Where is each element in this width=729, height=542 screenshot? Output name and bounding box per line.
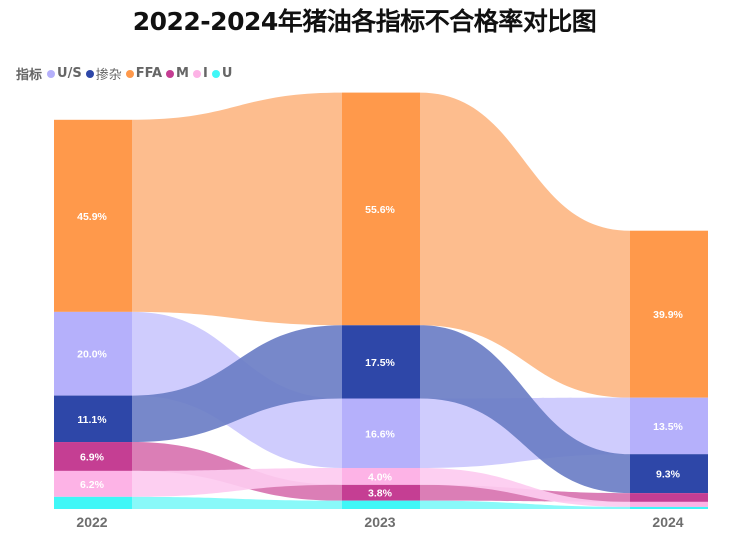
flow-ribbon [132, 92, 342, 326]
x-axis: 2022 2023 2024 [76, 514, 683, 530]
legend-item-i[interactable]: I [192, 66, 208, 81]
bar-segment[interactable] [630, 506, 708, 509]
legend-item-us[interactable]: U/S [47, 66, 82, 81]
data-label: 16.6% [365, 428, 395, 440]
legend-label: M [176, 66, 189, 81]
bar-segment[interactable] [342, 398, 420, 468]
flow-ribbon [132, 325, 342, 443]
chart-title: 2022-2024年猪油各指标不合格率对比图 [132, 7, 597, 36]
flow-ribbon [420, 92, 630, 398]
x-tick-label: 2024 [652, 514, 683, 530]
x-tick-label: 2023 [364, 514, 395, 530]
bar-segment[interactable] [630, 493, 708, 502]
legend-dot-icon [47, 69, 56, 78]
bar-segment[interactable] [630, 454, 708, 494]
flow-ribbon [132, 496, 342, 509]
legend-title: 指标 [16, 68, 43, 83]
bar-segment[interactable] [342, 500, 420, 509]
legend-item-u[interactable]: U [211, 66, 233, 81]
bar-segment[interactable] [54, 395, 132, 443]
legend-dot-icon [125, 69, 134, 78]
flow-ribbon [420, 500, 630, 509]
bar-segment[interactable] [342, 92, 420, 326]
legend-item-m[interactable]: M [166, 66, 189, 81]
bar-segment[interactable] [630, 230, 708, 398]
bar-segment[interactable] [54, 496, 132, 509]
data-label: 39.9% [653, 309, 683, 321]
flow-ribbon [420, 467, 630, 507]
data-label: 55.6% [365, 204, 395, 216]
legend: 指标 U/S 掺杂 FFA M I U [16, 64, 236, 83]
data-label: 3.8% [368, 488, 393, 500]
x-tick-label: 2022 [76, 514, 107, 530]
bar-segment[interactable] [630, 501, 708, 507]
data-label: 20.0% [77, 349, 107, 361]
data-label: 11.1% [77, 414, 107, 426]
legend-item-adulteration[interactable]: 掺杂 [85, 64, 122, 83]
data-label: 9.3% [656, 469, 681, 481]
legend-label: U [221, 66, 233, 81]
bar-segment[interactable] [630, 397, 708, 455]
data-label: 4.0% [368, 471, 393, 483]
bar-segment[interactable] [342, 325, 420, 399]
data-label: 6.9% [80, 451, 105, 463]
legend-dot-icon [85, 69, 94, 78]
data-label: 45.9% [77, 211, 107, 223]
legend-dot-icon [211, 69, 220, 78]
flow-layer [132, 92, 630, 509]
legend-dot-icon [166, 69, 175, 78]
bar-segment[interactable] [342, 484, 420, 501]
legend-label: FFA [135, 66, 163, 81]
legend-label: 掺杂 [95, 68, 122, 83]
bar-layer [54, 92, 708, 509]
legend-item-ffa[interactable]: FFA [125, 66, 163, 81]
bar-segment[interactable] [54, 470, 132, 497]
data-label: 17.5% [365, 357, 395, 369]
data-label: 6.2% [80, 479, 105, 491]
bar-segment[interactable] [342, 467, 420, 485]
data-label: 13.5% [653, 421, 683, 433]
flow-ribbon [132, 467, 342, 497]
bar-segment[interactable] [54, 311, 132, 396]
bar-segment[interactable] [54, 442, 132, 471]
legend-label: I [202, 66, 208, 81]
flow-ribbon [420, 325, 630, 494]
label-layer: 45.9% 20.0% 11.1% 6.9% 6.2% 55.6% 16.6% 17.5% 3.… [77, 204, 683, 500]
bar-segment[interactable] [54, 119, 132, 312]
legend-dot-icon [192, 69, 201, 78]
legend-label: U/S [57, 66, 82, 81]
